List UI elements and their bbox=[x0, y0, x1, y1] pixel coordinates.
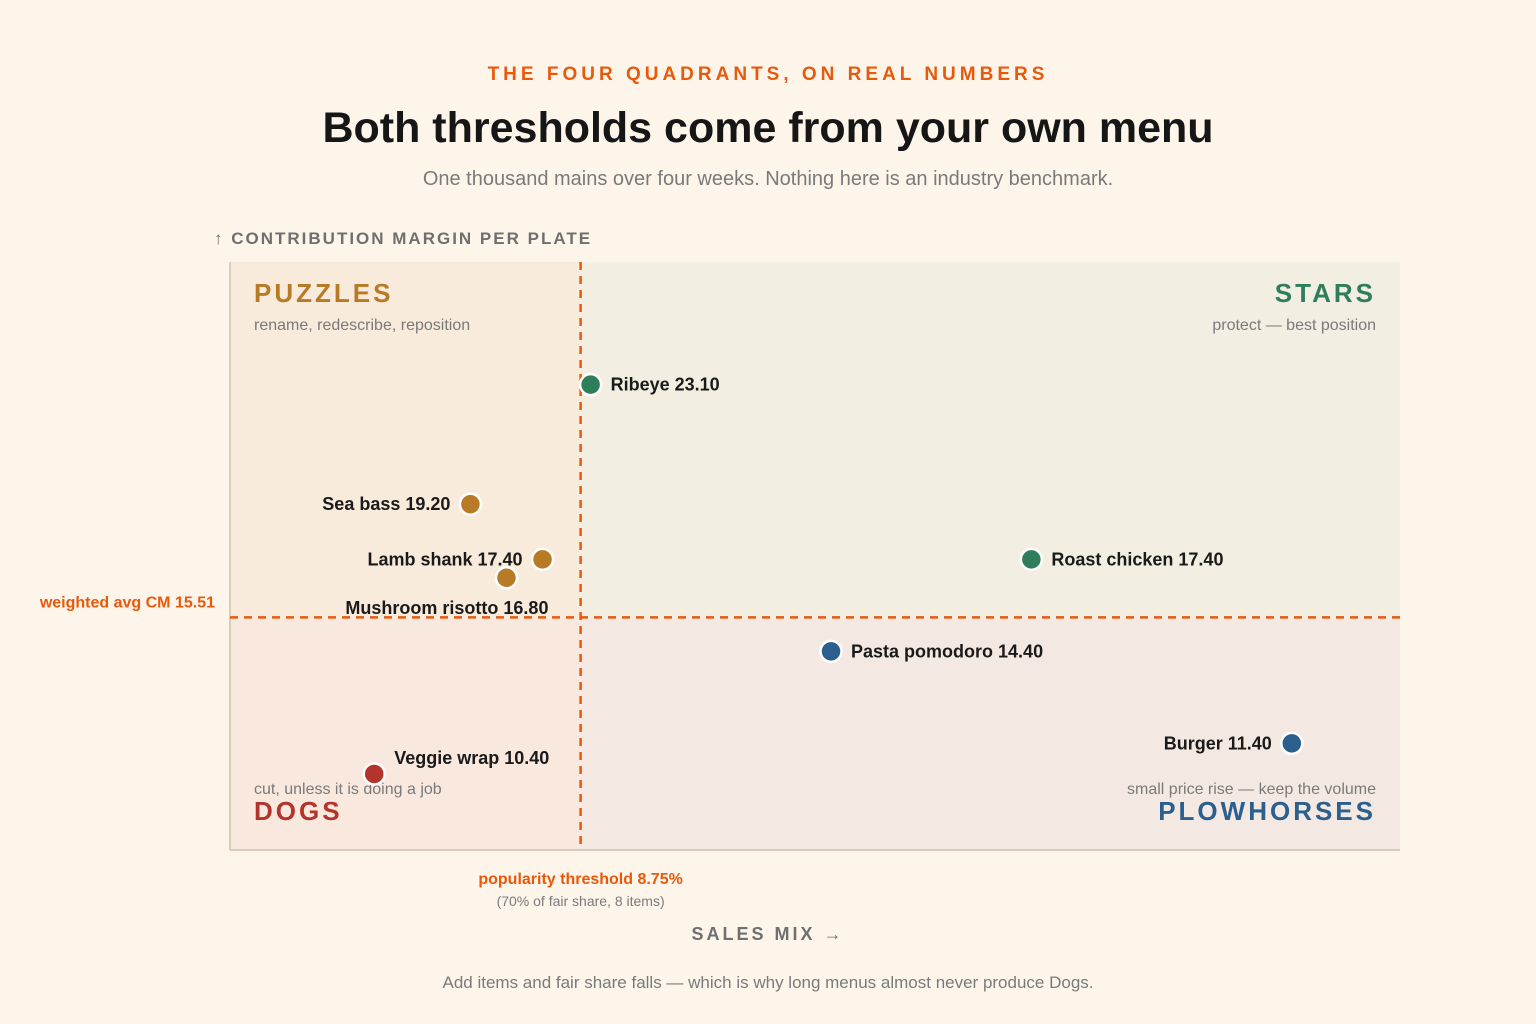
quadrant-title-stars: STARS bbox=[1275, 278, 1376, 308]
data-point bbox=[494, 566, 519, 590]
data-point bbox=[530, 547, 555, 572]
margin-threshold-label: weighted avg CM 15.51 bbox=[39, 594, 215, 611]
data-label: Roast chicken 17.40 bbox=[1051, 549, 1223, 569]
data-label: Pasta pomodoro 14.40 bbox=[851, 641, 1043, 661]
data-label: Sea bass 19.20 bbox=[322, 494, 450, 514]
quadrant-bg-dogs bbox=[230, 617, 581, 850]
data-label: Burger 11.40 bbox=[1164, 733, 1272, 753]
data-label: Ribeye 23.10 bbox=[611, 375, 720, 395]
chart-eyebrow: THE FOUR QUADRANTS, ON REAL NUMBERS bbox=[487, 64, 1049, 85]
data-label: Lamb shank 17.40 bbox=[367, 549, 522, 569]
quadrant-note-dogs: cut, unless it is doing a job bbox=[254, 781, 442, 798]
quadrant-note-plowhorses: small price rise — keep the volume bbox=[1127, 781, 1376, 798]
footnote: Add items and fair share falls — which i… bbox=[442, 973, 1094, 992]
chart-title: Both thresholds come from your own menu bbox=[322, 104, 1214, 152]
popularity-threshold-label: popularity threshold 8.75% bbox=[478, 871, 682, 888]
data-point bbox=[458, 492, 483, 516]
quadrant-title-plowhorses: PLOWHORSES bbox=[1158, 796, 1376, 826]
y-axis-label: ↑ CONTRIBUTION MARGIN PER PLATE bbox=[214, 229, 593, 248]
quadrant-note-stars: protect — best position bbox=[1212, 317, 1376, 334]
data-point bbox=[578, 372, 603, 397]
quadrant-bg-stars bbox=[580, 262, 1400, 618]
data-label: Mushroom risotto 16.80 bbox=[345, 598, 548, 618]
data-point bbox=[819, 639, 843, 664]
data-point bbox=[1019, 547, 1044, 572]
chart-subtitle: One thousand mains over four weeks. Noth… bbox=[422, 168, 1114, 190]
popularity-threshold-note: (70% of fair share, 8 items) bbox=[497, 893, 665, 909]
data-label: Veggie wrap 10.40 bbox=[394, 748, 549, 768]
quadrant-title-puzzles: PUZZLES bbox=[254, 278, 393, 308]
data-point bbox=[1280, 731, 1304, 756]
quadrant-bg-puzzles bbox=[230, 262, 581, 618]
quadrant-title-dogs: DOGS bbox=[254, 796, 343, 826]
quadrant-bg-plowhorses bbox=[580, 617, 1400, 850]
quadrant-note-puzzles: rename, redescribe, reposition bbox=[254, 317, 470, 334]
x-axis-label: SALES MIX → bbox=[691, 924, 845, 944]
data-point bbox=[362, 762, 386, 786]
